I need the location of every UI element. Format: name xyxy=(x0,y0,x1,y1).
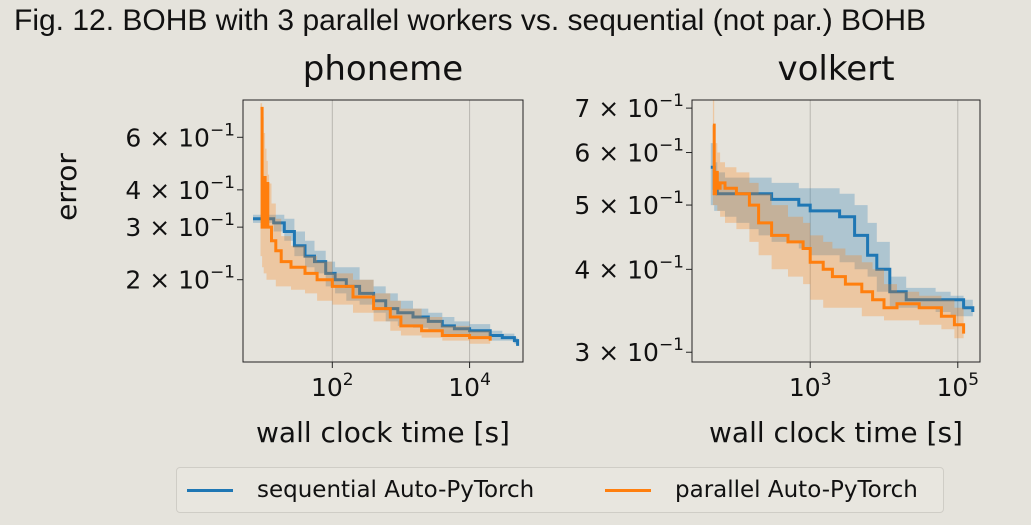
figure-caption: Fig. 12. BOHB with 3 parallel workers vs… xyxy=(14,4,927,37)
y-tick-label: 7 × 10−1 xyxy=(574,91,684,123)
y-tick-label: 6 × 10−1 xyxy=(125,120,235,152)
x-tick-label: 103 xyxy=(789,370,832,402)
legend-label-parallel: parallel Auto-PyTorch xyxy=(675,477,918,503)
chart-panel-phoneme: 102 104 6 × 10−1 4 × 10−1 3 × 10−1 2 × 10−1 ph… xyxy=(50,49,524,449)
y-tick-label: 3 × 10−1 xyxy=(574,335,684,367)
confidence-band-sequential xyxy=(710,143,973,321)
x-tick-label: 104 xyxy=(448,370,491,402)
chart-title: volkert xyxy=(777,49,894,89)
plot-area xyxy=(692,100,980,362)
x-axis-label: wall clock time [s] xyxy=(709,416,963,449)
legend-item-parallel: parallel Auto-PyTorch xyxy=(605,468,918,512)
y-tick-label: 2 × 10−1 xyxy=(125,263,235,295)
chart-panel-volkert: 103 105 7 × 10−1 6 × 10−1 5 × 10−1 4 × 10−1 3 … xyxy=(574,49,981,449)
confidence-band-parallel xyxy=(260,103,491,346)
axes-frame xyxy=(691,99,981,363)
y-axis-label: error xyxy=(50,153,83,221)
legend: sequential Auto-PyTorch parallel Auto-Py… xyxy=(176,467,944,513)
y-tick-label: 3 × 10−1 xyxy=(125,210,235,242)
chart-title: phoneme xyxy=(303,49,463,89)
legend-swatch-sequential xyxy=(187,488,233,492)
axes-frame xyxy=(242,99,524,363)
y-tick-label: 5 × 10−1 xyxy=(574,188,684,220)
series-line-parallel xyxy=(712,123,966,334)
series-line-sequential xyxy=(253,217,520,346)
legend-item-sequential: sequential Auto-PyTorch xyxy=(187,468,534,512)
legend-label-sequential: sequential Auto-PyTorch xyxy=(257,477,535,503)
x-axis-label: wall clock time [s] xyxy=(256,416,510,449)
series-line-parallel xyxy=(260,106,492,341)
series-line-sequential xyxy=(710,165,975,312)
y-tick-label: 6 × 10−1 xyxy=(574,136,684,168)
x-tick-label: 105 xyxy=(936,370,979,402)
y-tick-label: 4 × 10−1 xyxy=(125,173,235,205)
legend-swatch-parallel xyxy=(605,488,651,492)
x-tick-label: 102 xyxy=(311,370,354,402)
y-tick-label: 4 × 10−1 xyxy=(574,252,684,284)
